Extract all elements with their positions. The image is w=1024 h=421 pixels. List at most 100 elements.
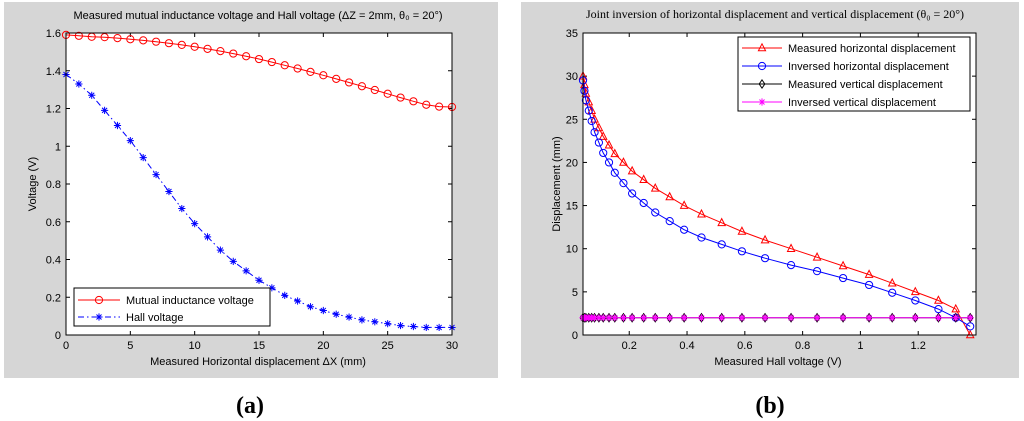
data-point — [306, 303, 315, 311]
data-point — [139, 36, 148, 45]
data-point — [679, 200, 689, 209]
data-point — [737, 247, 747, 256]
data-point — [605, 314, 613, 322]
data-point — [911, 296, 920, 305]
data-point — [697, 314, 706, 322]
data-point — [371, 318, 379, 326]
panel-label-a: (a) — [236, 393, 264, 419]
chart-title-a: Measured mutual inductance voltage and H… — [73, 10, 442, 22]
data-point — [604, 139, 614, 149]
x-tick-label: 0.6 — [737, 340, 752, 352]
data-point — [628, 189, 637, 198]
data-point — [216, 47, 225, 56]
x-axis-label-a: Measured Horizontal displacement ΔX (mm) — [150, 356, 366, 368]
y-tick-label: 0.6 — [46, 217, 61, 229]
data-point — [966, 322, 975, 331]
data-point — [229, 257, 237, 265]
data-point — [370, 85, 379, 95]
x-tick-label: 0.2 — [622, 340, 637, 352]
data-point — [598, 131, 608, 140]
data-point — [786, 243, 796, 253]
data-point — [113, 121, 122, 130]
data-point — [126, 35, 135, 44]
y-tick-label: 0 — [55, 330, 61, 342]
data-point — [203, 233, 212, 241]
data-point — [864, 280, 874, 290]
y-tick-label: 0 — [572, 330, 578, 342]
y-tick-label: 5 — [572, 287, 578, 299]
y-tick-label: 30 — [566, 71, 578, 83]
data-point — [396, 321, 405, 330]
data-point — [864, 269, 874, 278]
legend-box-b — [737, 36, 971, 112]
y-tick-label: 1 — [55, 141, 61, 153]
data-point — [101, 106, 109, 114]
data-point — [760, 234, 770, 244]
plot-area-a — [66, 33, 452, 335]
data-point — [610, 168, 619, 177]
data-point — [357, 82, 367, 91]
data-point — [178, 204, 186, 213]
data-point — [966, 314, 974, 322]
y-tick-label: 10 — [566, 244, 578, 256]
x-tick-label: 5 — [127, 340, 133, 352]
panel-b: Joint inversion of horizontal displaceme… — [521, 2, 1019, 419]
x-tick-label: 30 — [446, 340, 458, 352]
legend-b: Measured horizontal displacement Inversed… — [737, 36, 971, 112]
data-point — [88, 91, 96, 99]
data-point — [595, 314, 603, 322]
data-point — [812, 267, 822, 276]
data-point — [599, 148, 608, 158]
chart-title-b: Joint inversion of horizontal displaceme… — [586, 7, 964, 21]
data-point — [666, 314, 674, 322]
legend-marker — [94, 295, 104, 305]
legend-marker — [95, 313, 103, 321]
axes-box-b — [582, 32, 977, 336]
data-point — [164, 39, 174, 48]
y-tick-label: 0.8 — [46, 179, 61, 191]
data-point — [100, 33, 109, 42]
data-point — [604, 158, 614, 167]
legend-label: Measured vertical displacement — [788, 79, 943, 91]
data-point — [650, 183, 660, 192]
data-point — [139, 153, 147, 162]
data-point — [665, 191, 675, 201]
data-point — [865, 314, 873, 322]
legend-box-a — [73, 287, 271, 327]
data-point — [151, 37, 161, 46]
data-point — [590, 113, 599, 123]
data-point — [396, 93, 405, 102]
data-point — [639, 198, 648, 208]
data-point — [651, 314, 659, 322]
data-point — [697, 233, 706, 242]
data-point — [584, 96, 594, 106]
data-point — [242, 267, 250, 275]
data-point — [665, 217, 674, 226]
data-point — [152, 170, 160, 179]
data-point — [203, 44, 212, 53]
x-tick-label: 0.8 — [795, 340, 810, 352]
data-point — [590, 314, 599, 322]
data-point — [813, 314, 821, 322]
data-point — [812, 252, 822, 261]
data-point — [619, 179, 628, 188]
data-point — [610, 148, 620, 158]
data-point — [627, 165, 637, 175]
data-point — [628, 314, 636, 322]
y-tick-label: 1.6 — [46, 28, 61, 40]
data-point — [332, 74, 341, 83]
data-point — [888, 288, 897, 297]
data-point — [344, 78, 354, 87]
data-point — [965, 329, 975, 339]
data-point — [319, 306, 327, 315]
data-point — [435, 102, 444, 111]
data-point — [594, 138, 603, 147]
data-point — [611, 314, 619, 322]
legend-marker — [757, 61, 767, 71]
data-point — [838, 273, 848, 283]
y-axis-label-b: Displacement (mm) — [551, 136, 563, 231]
data-point — [191, 220, 199, 228]
legend-a: Mutual inductance voltage Hall voltage — [73, 287, 271, 327]
x-tick-label: 20 — [317, 340, 329, 352]
